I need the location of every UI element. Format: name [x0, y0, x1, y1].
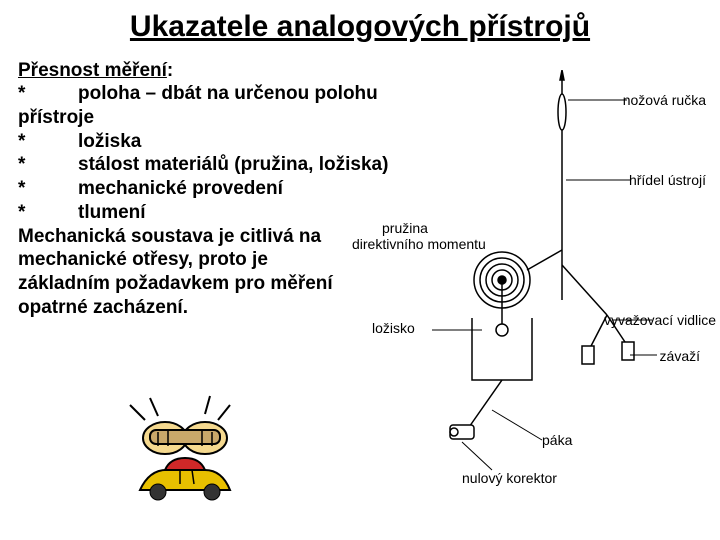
subtitle-underlined: Přesnost měření: [18, 60, 167, 81]
label-zavazi: závaží: [660, 348, 700, 364]
label-vyvaz: vyvažovací vidlice: [604, 312, 716, 328]
label-pruzina: pružina: [382, 220, 428, 236]
label-hridel: hřídel ústrojí: [629, 172, 706, 188]
bullet-marker: *: [18, 130, 78, 154]
bullet-marker: *: [18, 82, 78, 106]
label-nozova-rucka: nožová ručka: [623, 92, 706, 108]
bullet-marker: *: [18, 177, 78, 201]
label-nulovy: nulový korektor: [462, 470, 557, 486]
instrument-diagram: nožová ručka hřídel ústrojí pružina dire…: [372, 70, 712, 520]
bullet-marker: *: [18, 201, 78, 225]
hands-illustration: [110, 390, 260, 520]
page-title: Ukazatele analogových přístrojů: [0, 0, 720, 56]
bullet-marker: *: [18, 153, 78, 177]
label-direkt: direktivního momentu: [352, 236, 486, 252]
label-paka: páka: [542, 432, 572, 448]
paragraph: Mechanická soustava je citlivá na mechan…: [18, 225, 358, 320]
label-lozisko: ložisko: [372, 320, 415, 336]
subtitle-colon: :: [167, 60, 173, 81]
